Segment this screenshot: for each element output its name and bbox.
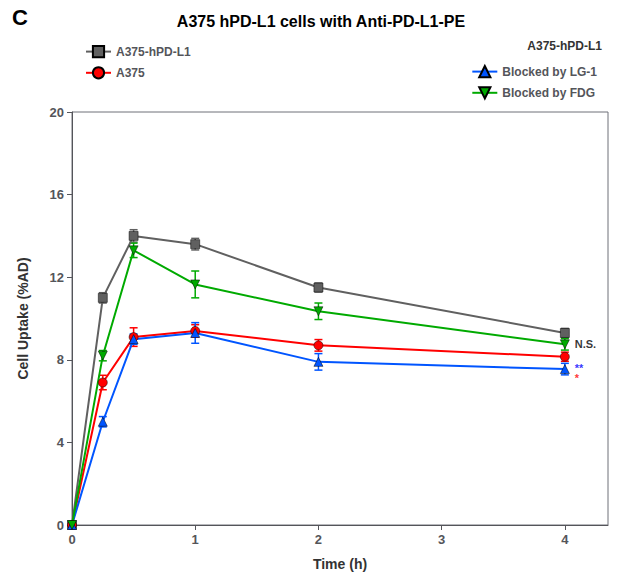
svg-text:0: 0 [57, 518, 64, 533]
svg-text:3: 3 [438, 532, 445, 547]
svg-text:Blocked by FDG: Blocked by FDG [502, 86, 595, 100]
svg-text:Cell Uptake (%AD): Cell Uptake (%AD) [15, 257, 31, 379]
svg-text:4: 4 [57, 435, 65, 450]
svg-text:20: 20 [50, 105, 64, 120]
svg-text:N.S.: N.S. [575, 338, 596, 350]
svg-text:2: 2 [315, 532, 322, 547]
svg-text:0: 0 [68, 532, 75, 547]
svg-text:4: 4 [561, 532, 569, 547]
svg-text:A375-hPD-L1: A375-hPD-L1 [116, 45, 191, 59]
svg-text:C: C [12, 5, 28, 30]
svg-text:Time (h): Time (h) [313, 556, 367, 572]
svg-text:*: * [575, 372, 580, 384]
svg-text:A375-hPD-L1: A375-hPD-L1 [527, 39, 602, 53]
svg-text:12: 12 [50, 270, 64, 285]
svg-text:8: 8 [57, 352, 64, 367]
svg-text:A375: A375 [116, 66, 145, 80]
svg-text:16: 16 [50, 187, 64, 202]
svg-text:Blocked by LG-1: Blocked by LG-1 [502, 65, 597, 79]
svg-text:A375 hPD-L1 cells with Anti-PD: A375 hPD-L1 cells with Anti-PD-L1-PE [177, 13, 466, 30]
svg-text:1: 1 [192, 532, 199, 547]
